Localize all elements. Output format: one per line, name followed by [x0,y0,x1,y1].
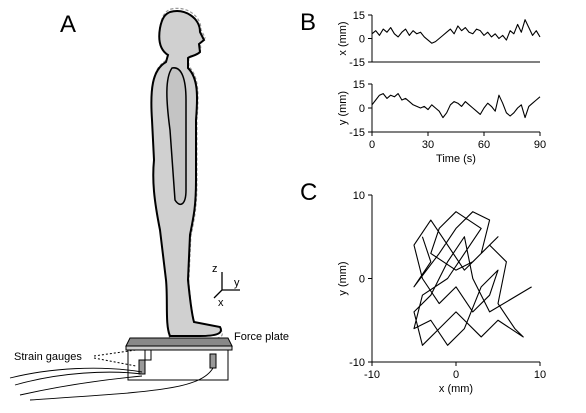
y-tick-label: 15 [353,79,365,91]
pointer [93,349,137,367]
y-tick-label: -15 [349,57,365,69]
panel-label: B [300,9,316,36]
y-tick-label: 15 [353,10,365,22]
force-plate [9,337,233,401]
y-tick-label: 0 [359,34,365,46]
y-axis-label: y (mm) [337,261,349,295]
panel-label: C [300,179,317,206]
trace [371,93,541,119]
y-tick-label: 10 [353,190,365,202]
x-tick-label: -10 [364,369,380,381]
axis-x: x [218,297,224,309]
x-axis-label: x (mm) [439,383,473,395]
force-plate-label: Force plate [234,331,289,343]
x-tick-label: 10 [534,369,546,381]
axis-z: z [212,263,218,275]
y-tick-label: 0 [359,103,365,115]
person-diagram [150,7,223,341]
x-tick-label: 30 [422,139,434,151]
y-tick-label: -10 [349,357,365,369]
trace [371,19,541,44]
axis-y: y [234,277,240,289]
trace [413,211,532,346]
y-tick-label: 0 [359,274,365,286]
x-tick-label: 0 [369,139,375,151]
y-axis-label: x (mm) [337,21,349,55]
x-axis-label: Time (s) [436,153,476,165]
x-tick-label: 0 [453,369,459,381]
y-axis-label: y (mm) [337,91,349,125]
axes-icon [213,272,240,299]
x-tick-label: 60 [478,139,490,151]
panel-label: A [60,11,76,38]
arm [166,67,187,206]
x-tick-label: 90 [534,139,546,151]
y-tick-label: -15 [349,127,365,139]
strain-gauges-label: Strain gauges [14,351,82,363]
